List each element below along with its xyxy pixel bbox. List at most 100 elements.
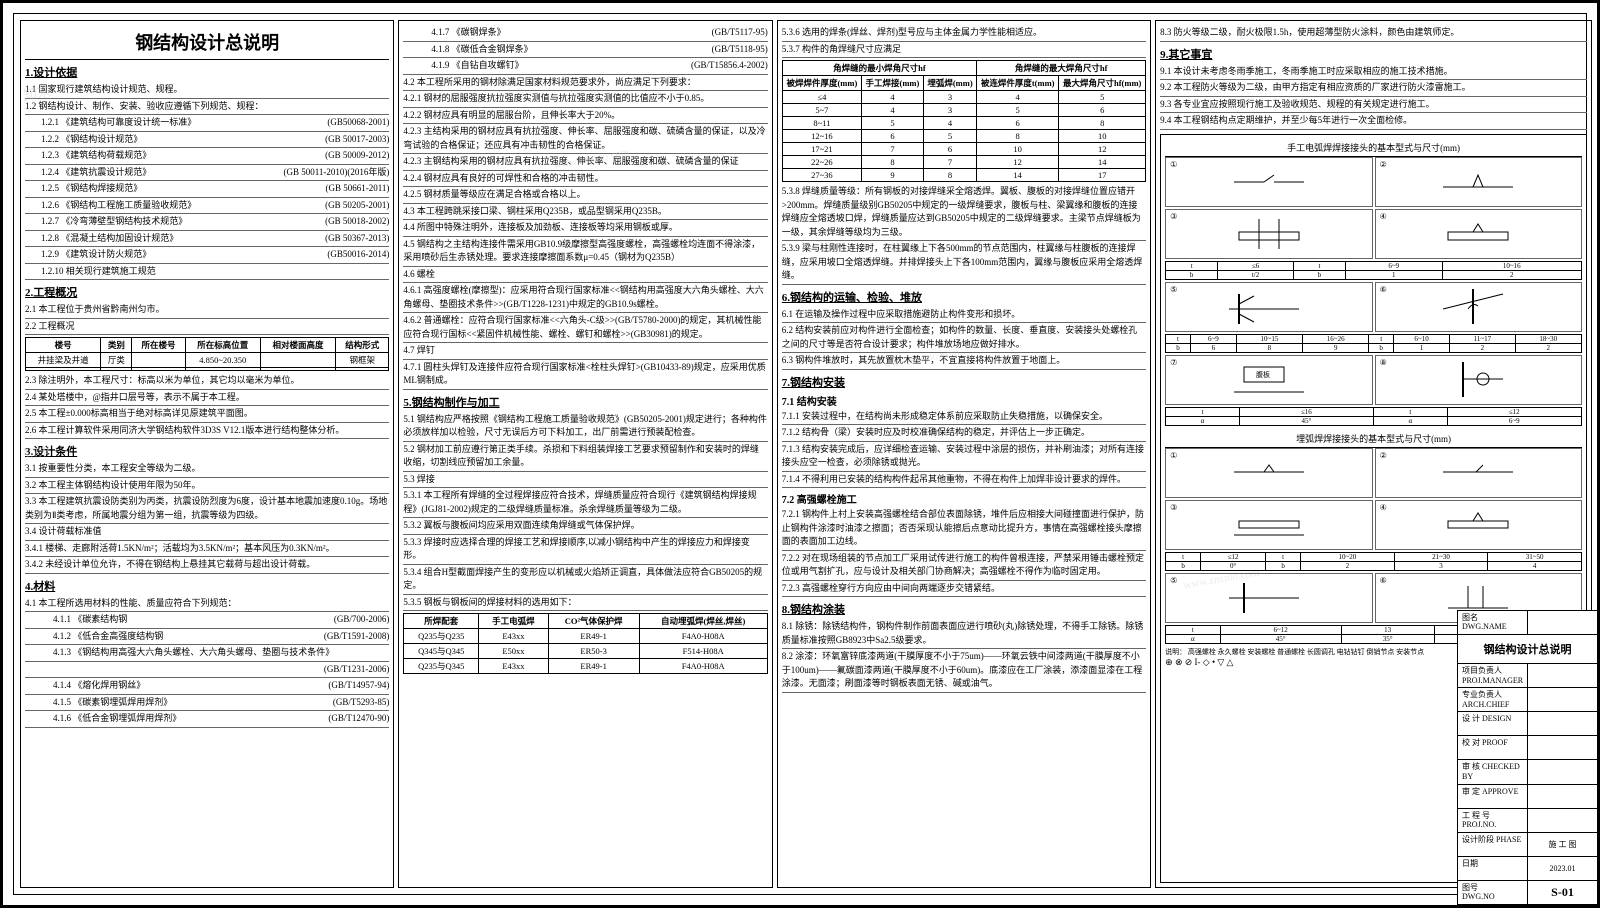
table-cell: 6 — [861, 130, 923, 143]
table-cell: 2 — [1301, 561, 1395, 570]
table-cell: 2 — [1450, 343, 1516, 352]
text-line: 3.4 设计荷载标准值 — [25, 524, 389, 541]
weld-diagram: ① — [1165, 448, 1372, 498]
text-line: 6.1 在运输及操作过程中应采取措施避防止构件变形和损坏。 — [782, 307, 1146, 324]
table-cell: ER49-1 — [548, 629, 639, 644]
table-cell: 10~20 — [1301, 552, 1395, 561]
text-line: 1.1 国家现行建筑结构设计规范、规程。 — [25, 82, 389, 99]
text-line: 1.2 钢结构设计、制作、安装、验收应遵循下列规范、规程： — [25, 99, 389, 116]
table-header: 自动埋弧焊(焊丝,焊丝) — [639, 614, 767, 629]
text-line: 4.2.4 钢材应具有良好的可焊性和合格的冲击韧性。 — [403, 171, 767, 188]
column-4: 8.3 防火等级二级，耐火极限1.5h，使用超薄型防火涂料，颜色由建筑师定。 9… — [1155, 20, 1592, 888]
table-cell: α — [1166, 634, 1220, 643]
table-cell: 5 — [861, 117, 923, 130]
table-cell: 10 — [1059, 130, 1146, 143]
weld-diagram: ④ — [1375, 500, 1582, 550]
main-title: 钢结构设计总说明 — [25, 25, 389, 60]
tb-label: 图号DWG.NO — [1458, 881, 1528, 888]
weld-dim-table: t≤16t≤12α45°α6~9 — [1165, 407, 1582, 426]
text-line: 4.2.3 主钢结构采用的钢材应具有抗拉强度、伸长率、屈服强度和碳、硫磷含量的保… — [403, 154, 767, 171]
table-cell: 5~7 — [782, 104, 861, 117]
text-line: 4.1.5 《碳素钢埋弧焊用焊剂》(GB/T5293-85) — [25, 695, 389, 712]
tb-label: 工 程 号 PROJ.NO. — [1458, 809, 1528, 832]
table-cell: 4 — [861, 104, 923, 117]
text-line: 7.1.1 安装过程中，在结构尚未形成稳定体系前应采取防止失稳措施，以确保安全。 — [782, 409, 1146, 426]
table-header: 角焊缝的最大焊角尺寸hf — [977, 61, 1146, 76]
text-line: 4.6.2 普通螺栓：应符合现行国家标准<<六角头-C级>>(GB/T5780-… — [403, 313, 767, 343]
text-line: 3.4.1 楼梯、走廊附活荷1.5KN/m²；活载均为3.5KN/m²；基本风压… — [25, 541, 389, 558]
text-line: 5.3 焊接 — [403, 472, 767, 489]
table-cell: E43xx — [479, 659, 548, 674]
table-header: 被连焊件厚度t(mm) — [977, 76, 1059, 91]
text-line: 3.3 本工程建筑抗震设防类别为丙类，抗震设防烈度为6度，设计基本地震加速度0.… — [25, 494, 389, 524]
text-line: 9.4 本工程钢结构点定期维护，并至少每5年进行一次全面检修。 — [1160, 113, 1587, 130]
table-cell: 6 — [1059, 104, 1146, 117]
table-cell: t — [1166, 334, 1191, 343]
table-cell: 3 — [1394, 561, 1488, 570]
text-line: 5.2 钢材加工前应遵行第正类手续。杀损和下料组装焊接工艺要求预留制作和安装时的… — [403, 442, 767, 472]
table-cell: 7 — [923, 156, 976, 169]
table-cell: ER50-3 — [548, 644, 639, 659]
diagram-title-2: 埋弧焊焊接接头的基本型式与尺寸(mm) — [1165, 430, 1582, 448]
table-cell: 10~16 — [1442, 261, 1581, 270]
table-cell: t — [1266, 552, 1301, 561]
table-cell: 35° — [1341, 634, 1434, 643]
column-2: 4.1.7 《碳钢焊条》(GB/T5117-95)4.1.8 《碳低合金钢焊条》… — [398, 20, 772, 888]
table-cell: α — [1166, 416, 1240, 425]
tb-label: 专业负责人 ARCH.CHIEF — [1458, 688, 1528, 711]
diagram-title-1: 手工电弧焊焊接接头的基本型式与尺寸(mm) — [1165, 139, 1582, 157]
table-cell: 4 — [923, 117, 976, 130]
weld-diagram: ③ — [1165, 209, 1372, 259]
diagram-grid-1: ① ② ③ ④ — [1165, 157, 1582, 259]
table-cell: 12~16 — [782, 130, 861, 143]
text-line: 4.1.1 《碳素结构钢(GB/700-2006) — [25, 612, 389, 629]
table-cell: 10~15 — [1236, 334, 1302, 343]
table-cell: 8 — [923, 169, 976, 182]
table-cell: 6 — [1190, 343, 1236, 352]
table-header: 结构形式 — [336, 338, 389, 353]
text-line: 7.2.1 钢构件上村上安装高强螺栓结合部位表面除锈，堆件后应相接大间碰撞面进行… — [782, 507, 1146, 551]
table-cell: 3 — [923, 104, 976, 117]
table-cell: E43xx — [479, 629, 548, 644]
text-line: 4.1.6 《低合金钢埋弧焊用焊剂》(GB/T12470-90) — [25, 711, 389, 728]
column-3: 5.3.6 选用的焊条(焊丝、焊剂)型号应与主体金属力学性能相适应。5.3.7 … — [777, 20, 1151, 888]
text-line: 5.3.7 构件的角焊缝尺寸应满足 — [782, 42, 1146, 59]
fillet-weld-table: 角焊缝的最小焊角尺寸hf角焊缝的最大焊角尺寸hf被焊焊件厚度(mm)手工焊接(m… — [782, 60, 1146, 182]
diagram-grid-2: ⑤ ⑥ — [1165, 282, 1582, 332]
text-line: 3.1 按重要性分类，本工程安全等级为二级。 — [25, 461, 389, 478]
table-header: 楼号 — [26, 338, 101, 353]
table-cell: 27~36 — [782, 169, 861, 182]
text-line: 4.2.5 钢材质量等级应在满足合格或合格以上。 — [403, 187, 767, 204]
table-cell: t — [1369, 334, 1394, 343]
text-line: 4.1 本工程所选用材料的性能、质量应符合下列规范： — [25, 596, 389, 613]
sec7-sub: 7.1 结构安装 — [782, 393, 1146, 408]
table-cell: t/2 — [1218, 270, 1294, 279]
table-cell: Q235与Q235 — [404, 629, 479, 644]
weld-diagram: ⑥ — [1375, 282, 1582, 332]
table-cell: t — [1166, 552, 1201, 561]
weld-dim-table: t6~910~1516~26t6~1011~1718~30b689b122 — [1165, 334, 1582, 353]
table-cell: 9 — [861, 169, 923, 182]
text-line: 4.1.4 《熔化焊用钢丝》(GB/T14957-94) — [25, 678, 389, 695]
table-cell: ER49-1 — [548, 659, 639, 674]
weld-dim-table: t≤6t6~910~16bt/2b12 — [1165, 261, 1582, 280]
table-cell — [132, 353, 185, 368]
text-line: 4.1.3 《钢结构用高强大六角头螺栓、大六角头螺母、垫圈与技术条件》 — [25, 645, 389, 662]
table-cell: 4 — [861, 91, 923, 104]
weld-material-table: 所焊配套手工电弧焊CO²气体保护焊自动埋弧焊(焊丝,焊丝)Q235与Q235E4… — [403, 613, 767, 674]
table-header: 类别 — [101, 338, 132, 353]
text-line: 4.2.3 主结构采用的钢材应具有抗拉强度、伸长率、屈服强度和碳、硫磷含量的保证… — [403, 124, 767, 154]
table-row: ≤44345 — [782, 91, 1145, 104]
tb-label: 项目负责人 PROJ.MANAGER — [1458, 664, 1528, 687]
table-cell: 4 — [1488, 561, 1582, 570]
text-line: 5.3.4 组合H型截面焊接产生的变形应以机械或火焰矫正调直，具体做法应符合GB… — [403, 565, 767, 595]
sec7-sub2: 7.2 高强螺栓施工 — [782, 491, 1146, 506]
text-line: 2.4 某处塔楼中，@指井口层号等，表示不属于本工程。 — [25, 390, 389, 407]
table-cell: 5 — [923, 130, 976, 143]
sec9-heading: 9.其它事宜 — [1160, 46, 1587, 62]
drawing-sheet: 知末 知末 www.znzmo.com www.znzmo.com www.zn… — [0, 0, 1600, 908]
table-cell: 14 — [1059, 156, 1146, 169]
text-line: 3.4.2 未经设计单位允许，不得在钢结构上悬挂其它载荷与超出设计荷载。 — [25, 557, 389, 574]
text-line: 1.2.6 《钢结构工程施工质量验收规范》(GB 50205-2001) — [25, 198, 389, 215]
text-line: 6.3 钢构件堆放时，其先放置枕木垫平，不宜直接将构件放置于地面上。 — [782, 353, 1146, 370]
